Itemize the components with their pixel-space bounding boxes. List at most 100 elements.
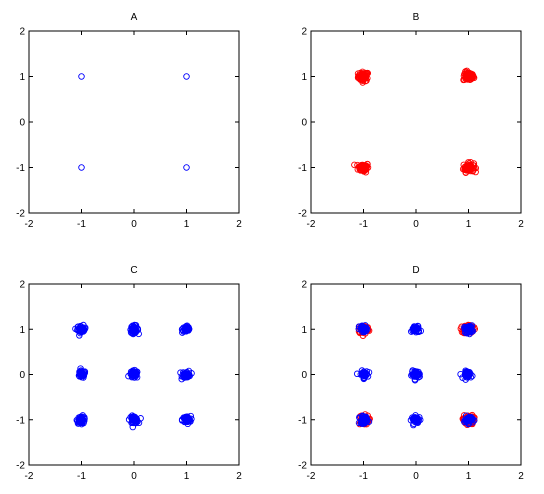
plot-frame-b	[310, 30, 522, 214]
x-tick-label-b: -1	[359, 219, 368, 230]
y-tick-label-d: 1	[301, 325, 307, 336]
panel-b: B -2 -1 0 1 2 -2 -1 0 1 2	[298, 12, 524, 230]
x-tick-label-b: 1	[466, 219, 472, 230]
data-point-b-s0-c0	[354, 70, 362, 77]
x-tick-label-b: -2	[307, 219, 316, 230]
x-tick-label-a: 2	[236, 219, 242, 230]
data-point-d-s1-c1	[411, 324, 419, 332]
data-point-b-s0-c2	[362, 164, 369, 172]
data-point-b-s0-c3	[462, 165, 470, 172]
y-tick-label-a: 0	[19, 118, 25, 129]
x-tick-label-d: 0	[413, 471, 419, 482]
scatter-points-c	[72, 321, 195, 431]
data-point-d-s1-c1	[414, 325, 422, 332]
x-tick-label-c: 0	[131, 471, 137, 482]
x-tick-label-a: 0	[131, 219, 137, 230]
data-point-d-s1-c7	[414, 415, 421, 423]
y-tick-label-a: 1	[19, 72, 25, 83]
x-tick-label-d: -2	[307, 471, 316, 482]
data-point-c-s0-c3	[77, 367, 84, 375]
data-point-d-s1-c8	[463, 414, 471, 422]
data-point-d-s1-c4	[408, 372, 415, 379]
data-point-c-s0-c8	[187, 418, 194, 425]
data-point-b-s0-c2	[361, 164, 368, 171]
panel-c: C -2 -1 0 1 2 -2 -1 0 1 2	[16, 265, 242, 482]
data-point-c-s0-c6	[78, 413, 86, 421]
data-point-d-s1-c5	[464, 369, 471, 376]
data-point-c-s0-c4	[130, 370, 137, 377]
data-point-c-s0-c8	[185, 417, 193, 424]
data-point-d-s1-c6	[359, 413, 367, 421]
data-point-c-s0-c5	[182, 373, 190, 381]
y-tick-label-c: 2	[19, 280, 25, 291]
data-point-b-s0-c2	[351, 161, 358, 169]
data-point-b-s0-c1	[468, 73, 476, 81]
data-point-c-s0-c7	[130, 419, 137, 427]
data-point-d-s1-c6	[358, 413, 366, 420]
y-tick-label-a: 2	[19, 27, 25, 38]
x-tick-label-d: 2	[518, 471, 524, 482]
data-point-b-s0-c3	[470, 160, 478, 167]
x-tick-label-b: 2	[518, 219, 524, 230]
data-point-d-s1-c2	[466, 327, 473, 335]
data-point-d-s1-c8	[468, 416, 475, 423]
data-point-a-s0-c3	[183, 164, 190, 171]
data-point-d-s1-c0	[359, 326, 367, 333]
y-tick-label-c: -2	[16, 461, 25, 472]
data-point-c-s0-c1	[129, 325, 136, 332]
data-point-b-s0-c2	[362, 168, 370, 176]
y-tick-label-b: 0	[301, 118, 307, 129]
y-tick-label-b: -1	[298, 163, 307, 174]
data-point-d-s1-c5	[457, 370, 464, 378]
x-tick-label-c: -1	[77, 471, 86, 482]
data-point-b-s0-c0	[362, 72, 369, 80]
data-point-c-s0-c6	[78, 420, 85, 428]
data-point-b-s0-c0	[358, 71, 365, 78]
y-tick-label-d: -1	[298, 415, 307, 426]
data-point-c-s0-c7	[127, 413, 134, 421]
panel-a: A -2 -1 0 1 2 -2 -1 0 1 2	[16, 12, 242, 230]
data-point-a-s0-c1	[183, 73, 190, 80]
scatter-points-d	[353, 321, 479, 429]
plot-frame-a	[28, 30, 240, 214]
data-point-b-s0-c0	[362, 74, 369, 82]
data-point-c-s0-c0	[78, 328, 85, 335]
data-point-d-s1-c4	[412, 370, 419, 378]
data-point-c-s0-c1	[127, 329, 135, 336]
x-tick-label-a: 1	[184, 219, 190, 230]
scatter-points-a	[78, 73, 190, 171]
x-tick-label-c: -2	[25, 471, 34, 482]
data-point-d-s1-c5	[469, 372, 476, 380]
data-point-c-s0-c0	[74, 323, 82, 331]
panel-title-a: A	[131, 12, 138, 23]
y-tick-label-a: -1	[16, 163, 25, 174]
data-point-c-s0-c1	[128, 328, 136, 335]
y-tick-label-b: 2	[301, 27, 307, 38]
x-tick-label-d: -1	[359, 471, 368, 482]
y-tick-label-d: 2	[301, 280, 307, 291]
x-tick-label-c: 1	[184, 471, 190, 482]
x-tick-label-a: -1	[77, 219, 86, 230]
data-point-d-s1-c7	[416, 414, 423, 421]
data-point-d-s1-c4	[411, 371, 419, 378]
y-tick-label-a: -2	[16, 209, 25, 220]
y-tick-label-c: 1	[19, 325, 25, 336]
data-point-a-s0-c0	[78, 73, 85, 80]
scatter-points-b	[351, 67, 480, 176]
data-point-d-s1-c6	[358, 417, 366, 424]
panel-d: D -2 -1 0 1 2 -2 -1 0 1 2	[298, 265, 524, 482]
data-point-c-s0-c8	[182, 415, 189, 422]
x-tick-label-c: 2	[236, 471, 242, 482]
data-point-d-s1-c0	[358, 322, 366, 330]
y-tick-label-b: -2	[298, 209, 307, 220]
data-point-c-s0-c2	[178, 326, 186, 333]
data-point-c-s0-c4	[129, 369, 136, 376]
data-point-c-s0-c6	[75, 414, 83, 421]
panel-title-b: B	[413, 12, 420, 23]
y-tick-label-b: 1	[301, 72, 307, 83]
data-point-d-s1-c2	[462, 329, 469, 336]
x-tick-label-a: -2	[25, 219, 34, 230]
data-point-a-s0-c2	[78, 164, 85, 171]
panel-title-d: D	[412, 265, 419, 276]
